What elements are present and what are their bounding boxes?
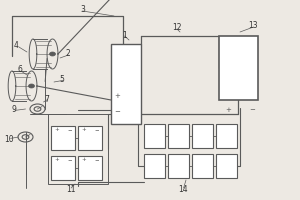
Text: +: + xyxy=(81,127,86,132)
Bar xyxy=(51,126,75,150)
Text: −: − xyxy=(114,109,120,115)
Text: 14: 14 xyxy=(178,184,188,194)
Text: 7: 7 xyxy=(44,95,49,104)
Text: −: − xyxy=(68,157,72,162)
Text: 13: 13 xyxy=(249,21,258,30)
Text: 3: 3 xyxy=(80,5,85,15)
Text: 6: 6 xyxy=(17,66,22,74)
Bar xyxy=(144,154,165,178)
Text: +: + xyxy=(54,127,59,132)
Bar xyxy=(168,154,189,178)
Text: +: + xyxy=(54,157,59,162)
Text: −: − xyxy=(94,157,99,162)
Text: +: + xyxy=(114,93,120,99)
Text: 11: 11 xyxy=(66,184,75,194)
Text: 4: 4 xyxy=(14,42,19,50)
Text: 5: 5 xyxy=(59,75,64,84)
Bar xyxy=(78,126,102,150)
Text: −: − xyxy=(68,127,72,132)
Text: 10: 10 xyxy=(4,134,14,144)
Bar xyxy=(219,36,258,100)
Text: −: − xyxy=(94,127,99,132)
Circle shape xyxy=(50,52,56,56)
Text: 12: 12 xyxy=(172,23,182,32)
Text: 1: 1 xyxy=(122,30,127,40)
Bar xyxy=(144,124,165,148)
Circle shape xyxy=(28,84,34,88)
Text: −: − xyxy=(249,107,255,113)
Bar xyxy=(216,124,237,148)
Bar xyxy=(48,114,108,184)
Text: +: + xyxy=(225,107,231,113)
Text: 9: 9 xyxy=(11,106,16,114)
Bar xyxy=(192,154,213,178)
Bar xyxy=(168,124,189,148)
Bar xyxy=(216,154,237,178)
Bar xyxy=(51,156,75,180)
Bar xyxy=(192,124,213,148)
Text: 2: 2 xyxy=(65,49,70,58)
Bar xyxy=(78,156,102,180)
Bar xyxy=(111,44,141,124)
Text: +: + xyxy=(81,157,86,162)
